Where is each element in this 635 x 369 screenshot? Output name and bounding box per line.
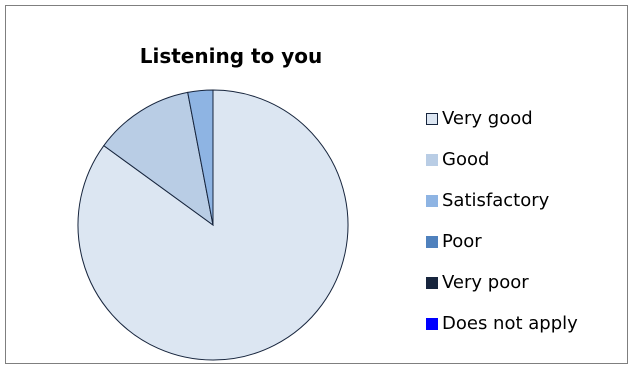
- legend-swatch: [426, 235, 438, 248]
- legend-swatch: [426, 194, 438, 207]
- legend-swatch: [426, 153, 438, 166]
- chart-area: Listening to you Very good Good Satisfacto…: [5, 5, 628, 364]
- legend-label: Good: [442, 149, 490, 170]
- legend-item-poor: Poor: [426, 221, 578, 262]
- legend-item-very-good: Very good: [426, 98, 578, 139]
- legend-label: Satisfactory: [442, 190, 550, 211]
- legend-label: Does not apply: [442, 313, 578, 334]
- legend-label: Poor: [442, 231, 482, 252]
- chart-title: Listening to you: [139, 44, 323, 68]
- legend-label: Very poor: [442, 272, 529, 293]
- legend-item-satisfactory: Satisfactory: [426, 180, 578, 221]
- legend-item-does-not-apply: Does not apply: [426, 303, 578, 344]
- legend-item-good: Good: [426, 139, 578, 180]
- legend-swatch: [426, 317, 438, 330]
- legend-item-very-poor: Very poor: [426, 262, 578, 303]
- legend-swatch: [426, 276, 438, 289]
- pie-slice-good: [103, 91, 214, 227]
- pie-slice-satisfactory: [187, 89, 214, 226]
- legend: Very good Good Satisfactory Poor Very poor Do…: [426, 98, 578, 344]
- legend-label: Very good: [442, 108, 533, 129]
- legend-swatch: [426, 112, 438, 125]
- pie-chart: [77, 89, 349, 361]
